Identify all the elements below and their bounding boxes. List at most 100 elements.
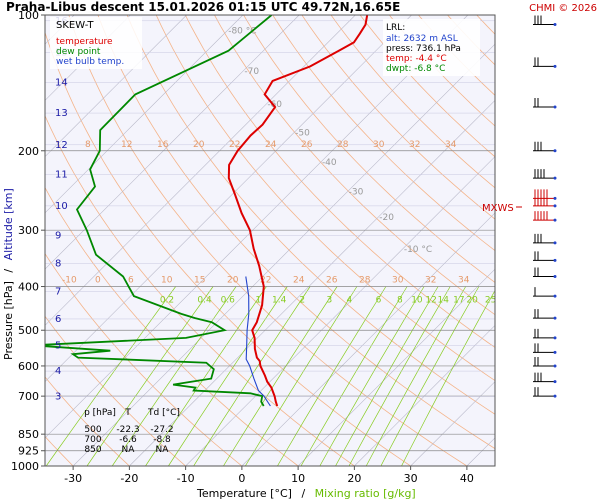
table-header-td: Td [°C]: [147, 408, 180, 418]
mixing-ratio-label: 25: [485, 295, 496, 305]
dry-adiabat-line: [155, 15, 495, 382]
summary-table: p [hPa] T Td [°C] 500 -22.3 -27.2 700 -6…: [84, 408, 180, 455]
dry-adiabat-line: [301, 15, 495, 220]
mixing-ratio-label: 12: [425, 295, 436, 305]
lrl-temp: temp: -4.4 °C: [386, 54, 447, 64]
isotherm-label: -50: [295, 128, 310, 138]
dry-adiabat-label: 26: [301, 140, 313, 150]
isotherm-label: -80 °C: [228, 27, 256, 37]
lrl-alt: alt: 2632 m ASL: [386, 34, 458, 44]
dry-adiabat-label: 22: [229, 140, 240, 150]
series-wet-bulb-temp-line: [245, 276, 271, 407]
dry-adiabat-label: 28: [359, 276, 371, 286]
x-axis-label: Temperature [°C] / Mixing ratio [g/kg]: [196, 487, 416, 500]
altitude-tick-label: 5: [55, 340, 61, 351]
wind-barb-dot: [553, 274, 557, 278]
x-tick-label: 10: [291, 472, 305, 485]
wind-barb-dot: [553, 350, 557, 354]
x-tick-label: 0: [238, 472, 245, 485]
mixing-ratio-line: [168, 286, 288, 466]
legend-box: [50, 17, 142, 69]
mixing-ratio-line: [300, 286, 408, 466]
table-cell: NA: [122, 445, 136, 455]
lrl-dwpt: dwpt: -6.8 °C: [386, 64, 445, 74]
isotherm-line: [410, 381, 495, 466]
dry-adiabat-label: 22: [260, 276, 271, 286]
mixing-ratio-line: [319, 286, 425, 466]
mixing-ratio-line: [145, 286, 267, 466]
y-axis-label: Pressure [hPa] / Altitude [km]: [2, 188, 15, 360]
wind-barbs: [533, 15, 557, 398]
y-tick-label: 700: [18, 390, 39, 403]
dry-adiabat-label: 34: [458, 276, 470, 286]
dry-adiabat-label: 10: [161, 276, 173, 286]
dry-adiabat-label: 26: [326, 276, 338, 286]
wind-barb-dot: [553, 364, 557, 368]
table-cell: NA: [156, 445, 170, 455]
dry-adiabat-line: [97, 15, 495, 450]
mixing-ratio-line: [380, 286, 480, 466]
mixing-ratio-label: 17: [453, 295, 464, 305]
isotherm-line: [45, 15, 300, 270]
mixing-ratio-line: [45, 286, 176, 466]
mixing-ratio-label: 6: [376, 295, 382, 305]
dry-adiabat-label: 16: [157, 140, 169, 150]
dry-adiabat-line: [184, 15, 495, 348]
isotherm-label: -40: [322, 158, 337, 168]
wind-barb-dot: [553, 294, 557, 298]
y-tick-label: 1000: [11, 460, 39, 473]
table-cell: -6.6: [119, 435, 137, 445]
dry-adiabat-label: -10: [62, 276, 77, 286]
isotherm-label: -20: [379, 213, 394, 223]
dry-adiabat-label: 20: [227, 276, 239, 286]
altitude-tick-label: 3: [55, 391, 61, 402]
wind-barb-dot: [553, 149, 557, 153]
wind-barb-dot: [553, 218, 557, 222]
mixing-ratio-label: 3: [327, 295, 333, 305]
mixing-ratio-line: [245, 286, 358, 466]
dry-adiabat-line: [535, 15, 600, 466]
isotherm-line: [45, 15, 412, 383]
altitude-tick-label: 13: [55, 108, 68, 119]
wind-barb-dot: [553, 64, 557, 68]
wind-barb-dot: [553, 204, 557, 208]
mixing-ratio-line: [401, 289, 495, 466]
dry-adiabat-line: [243, 15, 495, 284]
wind-barb-dot: [553, 336, 557, 340]
altitude-tick-label: 7: [55, 286, 61, 297]
dry-adiabat-line: [359, 15, 495, 158]
dry-adiabat-label: 24: [293, 276, 305, 286]
dry-adiabat-label: 30: [392, 276, 404, 286]
dry-adiabat-line: [68, 15, 468, 466]
x-tick-label: -10: [177, 472, 195, 485]
dry-adiabat-label: 15: [194, 276, 205, 286]
dry-adiabat-label: 20: [193, 140, 205, 150]
mixing-ratio-label: 14: [438, 295, 450, 305]
legend: SKEW-T temperature dew point wet bulb te…: [50, 17, 142, 69]
plot-border: [44, 14, 496, 467]
y-tick-label: 600: [18, 360, 39, 373]
table-header-t: T: [124, 408, 131, 418]
copyright: CHMI © 2026: [529, 3, 597, 14]
dry-adiabat-line: [388, 15, 495, 127]
y-tick-label: 400: [18, 281, 39, 294]
mixing-ratio-label: 0.4: [197, 295, 212, 305]
y-tick-label: 925: [18, 445, 39, 458]
mixing-ratio-label: 4: [346, 295, 352, 305]
x-tick-label: 20: [347, 472, 361, 485]
table-cell: -22.3: [116, 425, 139, 435]
isotherm-line: [45, 15, 131, 101]
y-axis-label-altitude: Altitude [km]: [2, 188, 15, 260]
table-cell: 850: [84, 445, 101, 455]
dry-adiabat-label: 34: [445, 140, 457, 150]
dry-adiabat-label: 28: [337, 140, 349, 150]
chart-title: Praha-Libus descent 15.01.2026 01:15 UTC…: [6, 0, 400, 14]
mixing-ratio-label: 10: [411, 295, 423, 305]
y-tick-label: 100: [18, 9, 39, 22]
mixing-ratio-line: [193, 286, 311, 466]
dry-adiabat-label: 24: [265, 140, 277, 150]
mixing-ratio-label: 1.4: [272, 295, 287, 305]
legend-wetbulb: wet bulb temp.: [56, 57, 124, 67]
mixing-ratio-label: 1: [255, 295, 261, 305]
